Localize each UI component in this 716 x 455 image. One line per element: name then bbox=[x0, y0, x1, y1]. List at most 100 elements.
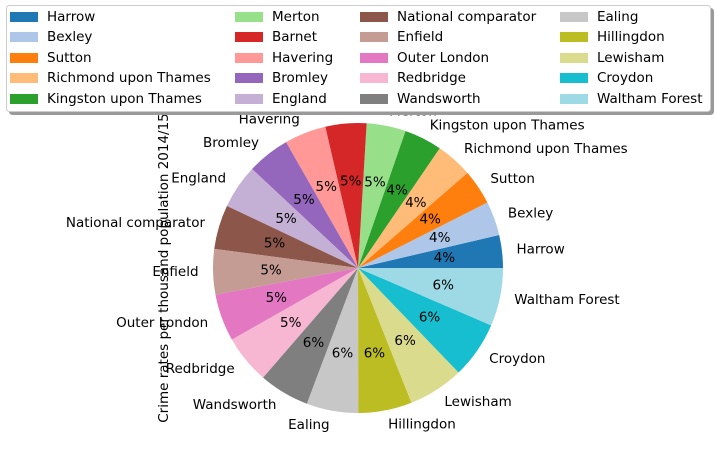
legend-label-harrow: Harrow bbox=[47, 9, 95, 25]
legend-label-richmond-upon-thames: Richmond upon Thames bbox=[47, 70, 211, 86]
pct-label-ealing: 6% bbox=[332, 346, 354, 362]
category-label-havering: Havering bbox=[239, 111, 300, 127]
legend-swatch-ealing bbox=[560, 12, 588, 22]
pct-label-richmond-upon-thames: 4% bbox=[405, 195, 427, 211]
pie-slice-merton bbox=[358, 123, 406, 268]
category-label-harrow: Harrow bbox=[516, 242, 564, 258]
category-label-kingston-upon-thames: Kingston upon Thames bbox=[430, 118, 585, 134]
legend-swatch-kingston-upon-thames bbox=[10, 94, 38, 104]
pct-label-bexley: 4% bbox=[429, 230, 451, 246]
pie-slice-outer-london bbox=[215, 268, 358, 340]
pct-label-barnet: 5% bbox=[340, 173, 362, 189]
pie-category-labels: Harrow Bexley Sutton Richmond upon Thames Ki… bbox=[66, 101, 628, 433]
legend-swatch-wandsworth bbox=[360, 94, 388, 104]
category-label-lewisham: Lewisham bbox=[444, 394, 511, 410]
pct-label-sutton: 4% bbox=[419, 211, 441, 227]
legend-label-kingston-upon-thames: Kingston upon Thames bbox=[47, 91, 202, 107]
pct-label-wandsworth: 6% bbox=[303, 335, 325, 351]
legend-swatch-harrow bbox=[10, 12, 38, 22]
legend-swatch-bexley bbox=[10, 32, 38, 42]
legend-label-national-comparator: National comparator bbox=[397, 9, 537, 25]
pie-slice-ealing bbox=[306, 268, 359, 413]
legend-label-waltham-forest: Waltham Forest bbox=[597, 91, 703, 107]
pie-slice-harrow bbox=[358, 234, 503, 268]
legend-label-enfield: Enfield bbox=[397, 29, 443, 45]
legend-label-merton: Merton bbox=[272, 9, 320, 25]
pie-slice-bexley bbox=[358, 202, 500, 268]
legend-label-sutton: Sutton bbox=[47, 50, 92, 66]
pct-label-merton: 5% bbox=[364, 175, 386, 191]
pie-slice-kingston-upon-thames bbox=[358, 130, 440, 268]
legend-label-croydon: Croydon bbox=[597, 70, 653, 86]
legend-label-barnet: Barnet bbox=[272, 29, 317, 45]
pct-label-havering: 5% bbox=[316, 179, 338, 195]
legend-swatch-merton bbox=[235, 12, 263, 22]
pct-label-bromley: 5% bbox=[293, 192, 315, 208]
legend-swatch-enfield bbox=[360, 32, 388, 42]
pct-label-enfield: 5% bbox=[260, 262, 282, 278]
legend-label-hillingdon: Hillingdon bbox=[597, 29, 665, 45]
legend-swatch-croydon bbox=[560, 73, 588, 83]
legend-swatch-national-comparator bbox=[360, 12, 388, 22]
category-label-ealing: Ealing bbox=[288, 417, 329, 433]
legend-swatch-richmond-upon-thames bbox=[10, 73, 38, 83]
pct-label-kingston-upon-thames: 4% bbox=[386, 182, 408, 198]
category-label-wandsworth: Wandsworth bbox=[193, 397, 277, 413]
pct-label-harrow: 4% bbox=[434, 250, 456, 266]
legend-label-redbridge: Redbridge bbox=[397, 70, 466, 86]
category-label-hillingdon: Hillingdon bbox=[388, 417, 456, 433]
pct-label-hillingdon: 6% bbox=[364, 345, 386, 361]
legend-swatch-england bbox=[235, 94, 263, 104]
category-label-croydon: Croydon bbox=[489, 351, 545, 367]
pie-slice-sutton bbox=[358, 172, 488, 268]
category-label-england: England bbox=[171, 170, 226, 186]
pie-slice-waltham-forest bbox=[358, 268, 503, 326]
legend-label-havering: Havering bbox=[272, 50, 333, 66]
pct-label-waltham-forest: 6% bbox=[432, 278, 454, 294]
pie-slice-enfield bbox=[213, 248, 358, 295]
pct-label-lewisham: 6% bbox=[394, 333, 416, 349]
category-label-enfield: Enfield bbox=[152, 264, 198, 280]
category-label-sutton: Sutton bbox=[490, 171, 535, 187]
legend-label-bromley: Bromley bbox=[272, 70, 328, 86]
pct-label-outer-london: 5% bbox=[266, 290, 288, 306]
legend: Harrow Bexley Sutton Richmond upon Thames Ki… bbox=[6, 5, 711, 112]
pct-label-national-comparator: 5% bbox=[264, 235, 286, 251]
legend-swatch-hillingdon bbox=[560, 32, 588, 42]
legend-label-ealing: Ealing bbox=[597, 9, 638, 25]
legend-swatch-sutton bbox=[10, 53, 38, 63]
legend-label-wandsworth: Wandsworth bbox=[397, 91, 481, 107]
pie-slice-national-comparator bbox=[214, 205, 358, 268]
category-label-bromley: Bromley bbox=[203, 135, 259, 151]
category-label-national-comparator: National comparator bbox=[66, 215, 206, 231]
pct-label-england: 5% bbox=[275, 211, 297, 227]
category-label-waltham-forest: Waltham Forest bbox=[514, 292, 620, 308]
pie-percent-labels: 4%4%4%4%4%5%5%5%5%5%5%5%5%5%6%6% 6%6%6%6% bbox=[260, 173, 455, 361]
legend-label-lewisham: Lewisham bbox=[597, 50, 664, 66]
legend-label-bexley: Bexley bbox=[47, 29, 92, 45]
category-label-bexley: Bexley bbox=[508, 205, 553, 221]
legend-swatch-lewisham bbox=[560, 53, 588, 63]
legend-swatch-outer-london bbox=[360, 53, 388, 63]
category-label-richmond-upon-thames: Richmond upon Thames bbox=[464, 141, 628, 157]
legend-swatch-redbridge bbox=[360, 73, 388, 83]
category-label-redbridge: Redbridge bbox=[166, 361, 235, 377]
legend-swatch-waltham-forest bbox=[560, 94, 588, 104]
pie-slice-croydon bbox=[358, 268, 492, 373]
pie-slices bbox=[213, 122, 503, 413]
legend-frame bbox=[6, 5, 711, 112]
pie-slice-lewisham bbox=[358, 268, 459, 403]
pie-slice-redbridge bbox=[231, 268, 358, 378]
pct-label-redbridge: 5% bbox=[280, 315, 302, 331]
pie-slice-england bbox=[226, 169, 358, 268]
pie-slice-havering bbox=[286, 126, 358, 268]
legend-label-england: England bbox=[272, 91, 327, 107]
pie-slice-barnet bbox=[325, 122, 367, 268]
legend-label-outer-london: Outer London bbox=[397, 50, 489, 66]
pie-slice-bromley bbox=[252, 142, 358, 268]
pct-label-croydon: 6% bbox=[419, 310, 441, 326]
legend-swatch-havering bbox=[235, 53, 263, 63]
legend-swatch-barnet bbox=[235, 32, 263, 42]
pie-slice-hillingdon bbox=[358, 268, 412, 413]
